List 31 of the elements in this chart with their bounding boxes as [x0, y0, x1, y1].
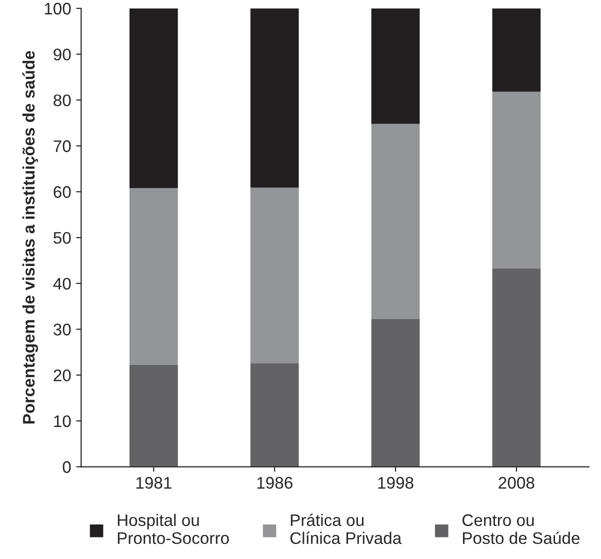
bar [492, 8, 541, 92]
bar [250, 8, 299, 188]
bar [492, 92, 541, 268]
y-tick-label: 0 [62, 461, 71, 473]
y-tick-label: 20 [54, 369, 71, 382]
y-tick-label: 60 [54, 186, 71, 198]
x-tick-label: 1981 [136, 476, 172, 489]
bar [250, 363, 299, 467]
legend-label: Centro ou Posto de Saúde [462, 514, 580, 544]
bar [130, 188, 178, 366]
bar [250, 188, 299, 364]
legend-label: Hospital ou Pronto-Socorro [118, 514, 229, 544]
bar [130, 365, 178, 467]
bar [371, 8, 420, 124]
y-tick-label: 50 [54, 232, 71, 244]
y-tick-label: 90 [54, 48, 71, 60]
x-tick-label: 1986 [257, 476, 292, 489]
y-tick-label: 100 [44, 2, 71, 15]
bar [130, 8, 178, 188]
legend-label: Prática ou Clínica Privada [290, 514, 402, 544]
bar [371, 124, 420, 319]
y-tick-label: 10 [54, 415, 71, 428]
x-tick-label: 1998 [378, 476, 414, 489]
bar [492, 268, 541, 467]
bar [371, 318, 420, 467]
y-tick-label: 30 [54, 324, 71, 336]
y-tick-label: 80 [54, 94, 71, 106]
y-axis-title: Porcentagem de visitas a instituições de saúde [22, 51, 38, 424]
y-tick-label: 40 [53, 278, 71, 290]
x-tick-label: 2008 [498, 476, 534, 489]
y-tick-label: 70 [54, 140, 71, 152]
